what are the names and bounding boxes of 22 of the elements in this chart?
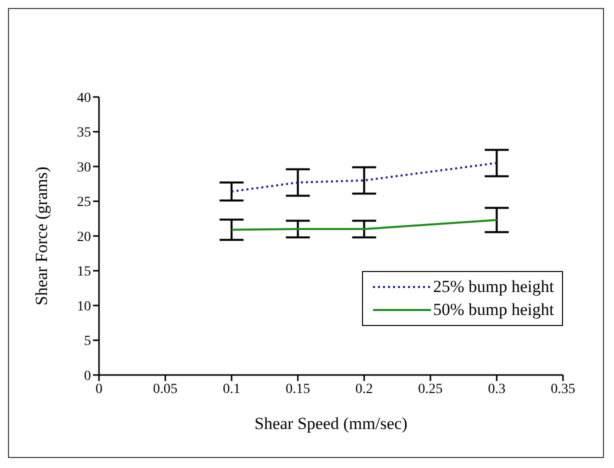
y-tick-label: 15 bbox=[77, 264, 91, 280]
y-tick-label: 5 bbox=[84, 334, 91, 350]
line-series bbox=[230, 162, 498, 193]
y-axis-title: Shear Force (grams) bbox=[32, 166, 52, 306]
x-tick-label: 0.2 bbox=[355, 382, 373, 397]
x-tick-label: 0.05 bbox=[153, 382, 178, 397]
y-tick-label: 0 bbox=[84, 368, 91, 384]
x-axis-title: Shear Speed (mm/sec) bbox=[254, 414, 408, 433]
y-tick-label: 20 bbox=[77, 230, 91, 245]
x-tick-label: 0.1 bbox=[222, 382, 240, 397]
x-tick-label: 0.15 bbox=[286, 382, 310, 397]
y-tick-label: 25 bbox=[77, 195, 91, 210]
y-tick-label: 30 bbox=[77, 160, 91, 176]
y-tick-label: 40 bbox=[77, 90, 91, 106]
y-tick-label: 35 bbox=[77, 126, 91, 141]
x-tick-label: 0 bbox=[96, 382, 102, 397]
legend-label: 50% bump height bbox=[433, 300, 554, 320]
x-tick-label: 0.3 bbox=[488, 382, 506, 397]
x-tick-label: 0.25 bbox=[418, 382, 443, 397]
x-tick-label: 0.35 bbox=[550, 382, 576, 397]
y-tick-label: 10 bbox=[77, 299, 91, 314]
legend-label: 25% bump height bbox=[433, 277, 554, 297]
